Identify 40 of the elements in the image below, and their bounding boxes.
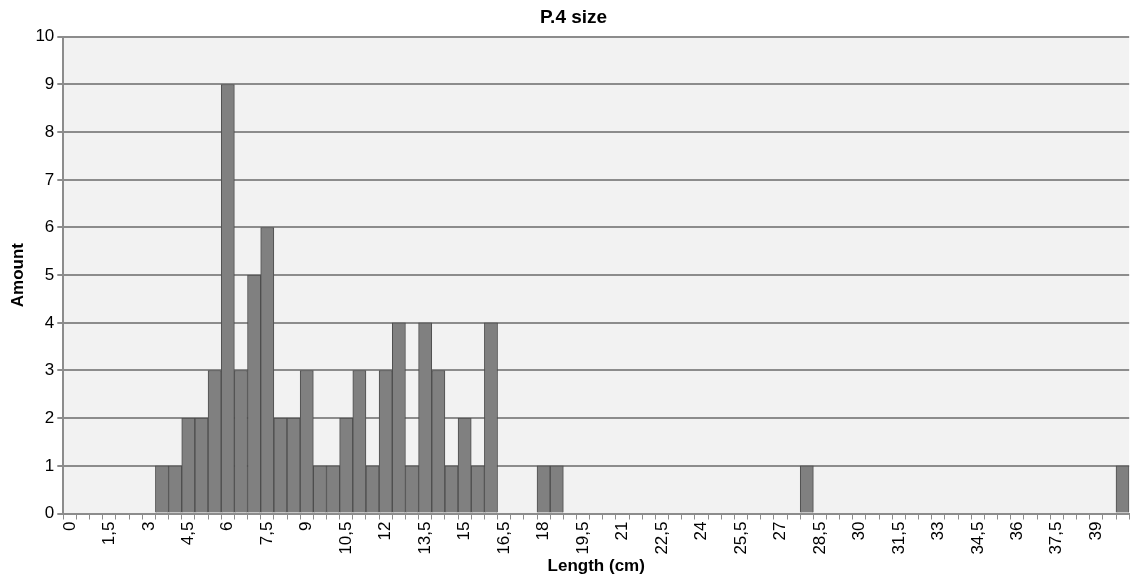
x-tick-label: 27	[770, 521, 790, 541]
x-tick-label: 19,5	[572, 521, 592, 555]
y-tick-label: 2	[44, 407, 55, 427]
x-tick-label: 12	[375, 521, 395, 541]
x-tick-label: 39	[1085, 521, 1105, 541]
x-tick-label: 36	[1007, 521, 1027, 541]
x-tick-label: 6	[217, 521, 237, 531]
y-tick-label: 7	[44, 169, 55, 189]
x-tick-label: 13,5	[414, 521, 434, 555]
x-tick-label: 25,5	[730, 521, 750, 555]
x-tick-label: 1,5	[99, 521, 119, 546]
y-tick-label: 3	[44, 360, 55, 380]
x-tick-label: 10,5	[335, 521, 355, 555]
x-tick-label: 30	[849, 521, 869, 541]
y-tick-label: 10	[35, 26, 55, 46]
x-tick-label: 37,5	[1046, 521, 1066, 555]
y-tick-label: 9	[44, 74, 55, 94]
x-tick-label: 16,5	[493, 521, 513, 555]
x-tick-label: 34,5	[967, 521, 987, 555]
y-tick-label: 1	[44, 455, 55, 475]
x-tick-label: 0	[59, 521, 79, 531]
y-tick-label: 5	[44, 264, 55, 284]
y-tick-label: 8	[44, 121, 55, 141]
x-tick-label: 22,5	[651, 521, 671, 555]
y-tick-label: 6	[44, 217, 55, 237]
x-tick-label: 31,5	[888, 521, 908, 555]
x-tick-label: 24	[691, 521, 711, 541]
chart-title: P.4 size	[539, 5, 608, 27]
x-tick-label: 9	[296, 521, 316, 531]
x-tick-label: 15	[454, 521, 474, 541]
x-tick-label: 7,5	[256, 521, 276, 546]
x-tick-label: 33	[928, 521, 948, 541]
x-tick-label: 4,5	[178, 521, 197, 546]
x-tick-label: 28,5	[809, 521, 829, 555]
x-tick-label: 21	[612, 521, 632, 541]
x-tick-label: 3	[138, 521, 158, 531]
y-axis-title: Amount	[7, 242, 27, 308]
x-tick-label: 18	[533, 521, 553, 541]
x-axis-title: Length (cm)	[547, 556, 645, 576]
y-tick-label: 4	[44, 312, 55, 332]
